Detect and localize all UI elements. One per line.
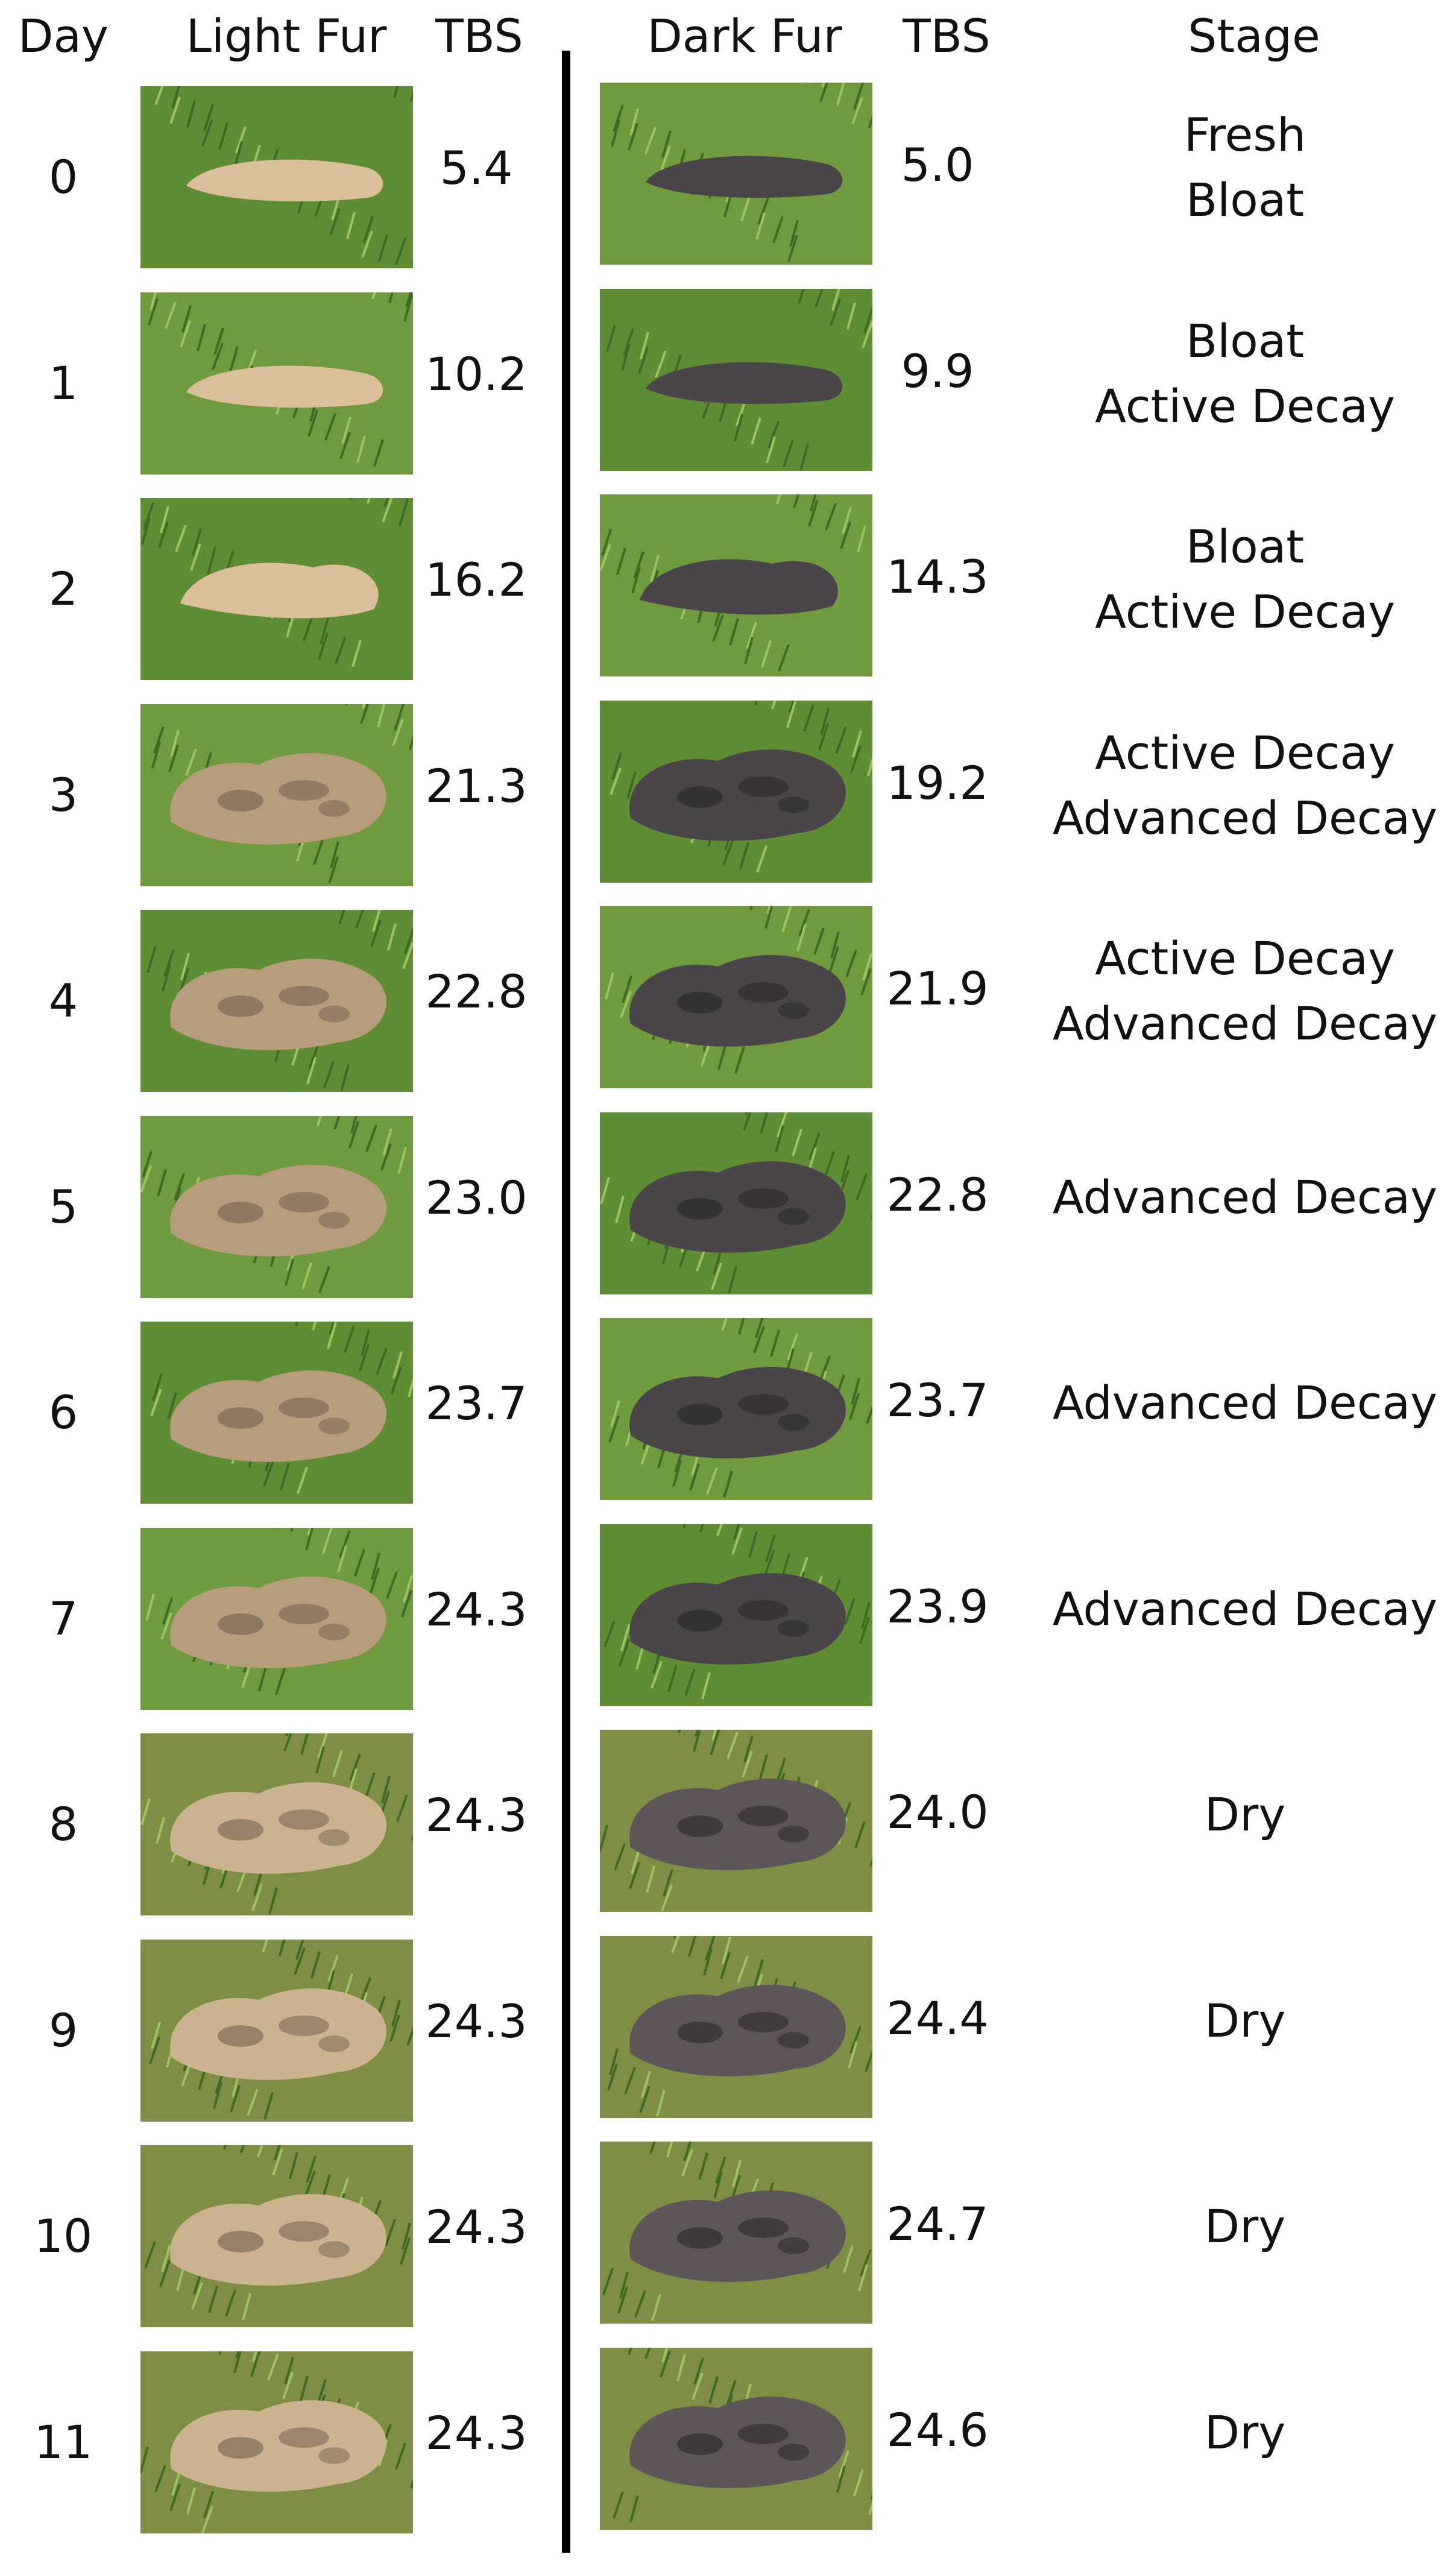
stage-line: Fresh — [1183, 108, 1306, 162]
tbs-dark-value: 23.7 — [886, 1373, 989, 1427]
day-label: 5 — [48, 1179, 78, 1234]
light-fur-photo — [140, 1527, 413, 1710]
header-tbs-dark: TBS — [903, 9, 991, 63]
tbs-dark-value: 24.4 — [886, 1991, 989, 2045]
dark-fur-photo — [600, 83, 872, 265]
dark-fur-photo — [600, 1730, 872, 1912]
light-fur-photo — [140, 910, 413, 1092]
tbs-light-value: 23.0 — [425, 1170, 528, 1225]
dark-fur-photo — [600, 906, 872, 1088]
tbs-light-value: 22.8 — [425, 965, 528, 1018]
light-fur-photo — [140, 1939, 413, 2122]
stage-line: Active Decay — [1095, 585, 1395, 638]
day-label: 8 — [48, 1797, 78, 1851]
tbs-dark-value: 24.6 — [886, 2403, 989, 2457]
tbs-dark-value: 14.3 — [886, 550, 989, 604]
tbs-dark-value: 23.9 — [886, 1579, 989, 1633]
dark-fur-photo — [600, 288, 872, 471]
stage-line: Dry — [1204, 1788, 1286, 1841]
light-fur-photo — [140, 292, 413, 474]
tbs-dark-value: 19.2 — [886, 755, 989, 810]
tbs-light-value: 21.3 — [425, 758, 528, 813]
tbs-dark-value: 22.8 — [886, 1167, 989, 1221]
day-label: 2 — [48, 562, 78, 616]
stage-line: Dry — [1204, 2405, 1286, 2459]
tbs-light-value: 23.7 — [425, 1376, 528, 1430]
light-fur-photo — [140, 2351, 413, 2533]
tbs-light-value: 24.3 — [425, 1582, 528, 1636]
stage-line: Advanced Decay — [1052, 1376, 1438, 1429]
header-stage: Stage — [1188, 9, 1320, 63]
day-label: 7 — [48, 1591, 78, 1645]
day-label: 4 — [48, 974, 78, 1027]
stage-line: Advanced Decay — [1052, 790, 1438, 845]
dark-fur-photo — [600, 2347, 872, 2530]
tbs-dark-value: 24.7 — [886, 2197, 989, 2251]
stage-line: Advanced Decay — [1052, 1170, 1438, 1224]
tbs-dark-value: 24.0 — [886, 1785, 989, 1839]
dark-fur-photo — [600, 2142, 872, 2324]
tbs-light-value: 24.3 — [425, 1994, 528, 2048]
stage-line: Dry — [1204, 2199, 1286, 2253]
header-tbs-light: TBS — [435, 9, 523, 63]
day-label: 1 — [48, 356, 78, 410]
tbs-light-value: 16.2 — [425, 553, 528, 607]
day-label: 3 — [48, 768, 78, 822]
stage-label: Advanced Decay — [1037, 1165, 1453, 1230]
stage-label: Advanced Decay — [1037, 1577, 1453, 1642]
light-fur-photo — [140, 2145, 413, 2327]
dark-fur-photo — [600, 700, 872, 883]
stage-line: Bloat — [1185, 520, 1305, 573]
tbs-light-value: 5.4 — [440, 141, 513, 195]
tbs-dark-value: 5.0 — [901, 138, 974, 192]
tbs-light-value: 10.2 — [425, 347, 528, 401]
stage-label: Fresh Bloat — [1037, 102, 1453, 233]
day-label: 10 — [34, 2209, 93, 2263]
stage-label: Bloat Active Decay — [1037, 514, 1453, 645]
header-dark-fur: Dark Fur — [647, 9, 842, 63]
stage-line: Bloat — [1185, 314, 1305, 368]
stage-label: Dry — [1037, 1782, 1453, 1847]
dark-fur-photo — [600, 1935, 872, 2118]
stage-label: Dry — [1037, 1988, 1453, 2054]
light-fur-photo — [140, 86, 413, 268]
header-light-fur: Light Fur — [186, 9, 387, 63]
stage-label: Active Decay Advanced Decay — [1037, 926, 1453, 1056]
dark-fur-photo — [600, 1112, 872, 1294]
stage-label: Active Decay Advanced Decay — [1037, 720, 1453, 851]
tbs-dark-value: 9.9 — [901, 344, 974, 398]
day-label: 11 — [34, 2415, 93, 2469]
stage-label: Advanced Decay — [1037, 1370, 1453, 1436]
stage-line: Active Decay — [1095, 379, 1395, 433]
tbs-light-value: 24.3 — [425, 1788, 528, 1842]
stage-label: Bloat Active Decay — [1037, 309, 1453, 439]
stage-line: Advanced Decay — [1052, 997, 1438, 1050]
day-label: 0 — [48, 150, 78, 204]
day-label: 6 — [48, 1385, 78, 1439]
light-fur-photo — [140, 704, 413, 886]
stage-label: Dry — [1037, 2194, 1453, 2259]
day-label: 9 — [48, 2003, 78, 2057]
stage-line: Active Decay — [1095, 725, 1395, 780]
tbs-light-value: 24.3 — [425, 2200, 528, 2254]
stage-line: Active Decay — [1095, 931, 1395, 985]
light-fur-photo — [140, 1733, 413, 1915]
light-fur-photo — [140, 498, 413, 680]
stage-line: Advanced Decay — [1052, 1581, 1438, 1636]
stage-line: Dry — [1204, 1993, 1286, 2047]
dark-fur-photo — [600, 1524, 872, 1706]
dark-fur-photo — [600, 1318, 872, 1500]
dark-fur-photo — [600, 494, 872, 676]
light-fur-photo — [140, 1322, 413, 1504]
tbs-light-value: 24.3 — [425, 2406, 528, 2460]
column-divider — [562, 51, 570, 2553]
header-day: Day — [17, 9, 109, 63]
stage-label: Dry — [1037, 2400, 1453, 2465]
stage-line: Bloat — [1185, 173, 1305, 227]
tbs-dark-value: 21.9 — [886, 962, 989, 1015]
light-fur-photo — [140, 1115, 413, 1298]
